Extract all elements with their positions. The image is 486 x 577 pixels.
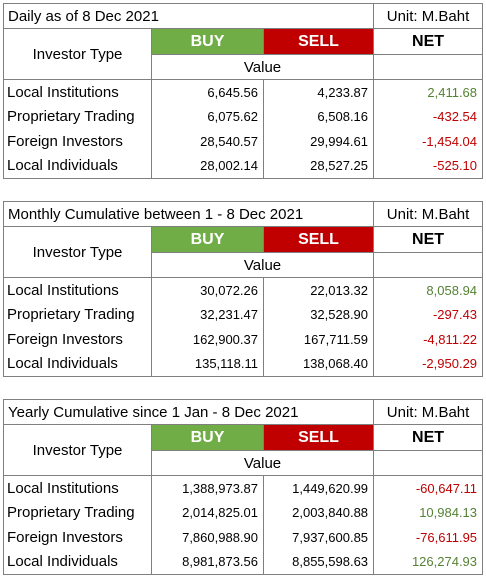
net-value: -60,647.11 xyxy=(373,475,484,501)
summary-table: Daily as of 8 Dec 2021 Unit: M.Baht Invest… xyxy=(2,3,484,179)
table-row: Local Institutions 1,388,973.87 1,449,620.… xyxy=(3,475,484,501)
buy-header: BUY xyxy=(151,424,264,451)
net-value: -76,611.95 xyxy=(373,525,484,550)
net-value: 10,984.13 xyxy=(373,500,484,525)
table-row: Local Institutions 30,072.26 22,013.32 8,05… xyxy=(3,277,484,303)
sell-value: 8,855,598.63 xyxy=(262,549,375,575)
buy-value: 6,075.62 xyxy=(151,104,264,129)
buy-value: 32,231.47 xyxy=(151,302,264,327)
sell-value: 6,508.16 xyxy=(262,104,375,129)
sell-value: 28,527.25 xyxy=(262,153,375,179)
net-header: NET xyxy=(373,226,484,253)
blank-cell xyxy=(373,252,484,278)
summary-table: Monthly Cumulative between 1 - 8 Dec 202… xyxy=(2,201,484,377)
table-row: Proprietary Trading 2,014,825.01 2,003,840… xyxy=(3,500,484,525)
net-header: NET xyxy=(373,28,484,55)
net-value: 2,411.68 xyxy=(373,79,484,105)
buy-value: 28,540.57 xyxy=(151,129,264,154)
buy-value: 1,388,973.87 xyxy=(151,475,264,501)
table-title: Yearly Cumulative since 1 Jan - 8 Dec 20… xyxy=(2,399,375,425)
unit-label: Unit: M.Baht xyxy=(373,3,484,29)
investor-name: Foreign Investors xyxy=(3,327,152,352)
investor-name: Foreign Investors xyxy=(3,525,152,550)
buy-value: 28,002.14 xyxy=(151,153,264,179)
investor-name: Local Institutions xyxy=(3,79,152,105)
unit-label: Unit: M.Baht xyxy=(373,201,484,227)
value-subheader: Value xyxy=(150,54,375,80)
table-row: Foreign Investors 162,900.37 167,711.59 -4,… xyxy=(3,327,484,352)
sell-value: 7,937,600.85 xyxy=(262,525,375,550)
sell-value: 29,994.61 xyxy=(262,129,375,154)
table-title: Daily as of 8 Dec 2021 xyxy=(2,3,375,29)
net-value: -2,950.29 xyxy=(373,351,484,377)
sell-header: SELL xyxy=(262,424,375,451)
investor-type-header: Investor Type xyxy=(3,226,152,278)
table-row: Proprietary Trading 6,075.62 6,508.16 -432.… xyxy=(3,104,484,129)
table-row: Local Institutions 6,645.56 4,233.87 2,411.… xyxy=(3,79,484,105)
sell-value: 2,003,840.88 xyxy=(262,500,375,525)
sell-value: 4,233.87 xyxy=(262,79,375,105)
table-row: Proprietary Trading 32,231.47 32,528.90 -29… xyxy=(3,302,484,327)
net-value: -432.54 xyxy=(373,104,484,129)
buy-header: BUY xyxy=(151,226,264,253)
sell-value: 1,449,620.99 xyxy=(262,475,375,501)
sell-value: 138,068.40 xyxy=(262,351,375,377)
investor-name: Proprietary Trading xyxy=(3,302,152,327)
sell-header: SELL xyxy=(262,226,375,253)
table-row: Foreign Investors 7,860,988.90 7,937,600.8… xyxy=(3,525,484,550)
net-value: -525.10 xyxy=(373,153,484,179)
table-row: Foreign Investors 28,540.57 29,994.61 -1,45… xyxy=(3,129,484,154)
buy-value: 135,118.11 xyxy=(151,351,264,377)
investor-name: Local Institutions xyxy=(3,277,152,303)
net-value: -1,454.04 xyxy=(373,129,484,154)
investor-type-header: Investor Type xyxy=(3,424,152,476)
buy-value: 6,645.56 xyxy=(151,79,264,105)
buy-value: 162,900.37 xyxy=(151,327,264,352)
sell-value: 167,711.59 xyxy=(262,327,375,352)
value-subheader: Value xyxy=(150,450,375,476)
table-row: Local Individuals 135,118.11 138,068.40 -2,… xyxy=(3,351,484,377)
net-value: 126,274.93 xyxy=(373,549,484,575)
buy-value: 30,072.26 xyxy=(151,277,264,303)
investor-name: Local Individuals xyxy=(3,153,152,179)
blank-cell xyxy=(373,54,484,80)
investor-name: Proprietary Trading xyxy=(3,500,152,525)
value-subheader: Value xyxy=(150,252,375,278)
investor-name: Foreign Investors xyxy=(3,129,152,154)
net-value: -297.43 xyxy=(373,302,484,327)
investor-name: Local Individuals xyxy=(3,549,152,575)
table-title: Monthly Cumulative between 1 - 8 Dec 202… xyxy=(2,201,375,227)
table-row: Local Individuals 28,002.14 28,527.25 -525.… xyxy=(3,153,484,179)
sell-value: 22,013.32 xyxy=(262,277,375,303)
table-row: Local Individuals 8,981,873.56 8,855,598.6… xyxy=(3,549,484,575)
buy-value: 2,014,825.01 xyxy=(151,500,264,525)
investor-name: Local Institutions xyxy=(3,475,152,501)
buy-value: 8,981,873.56 xyxy=(151,549,264,575)
sell-value: 32,528.90 xyxy=(262,302,375,327)
net-header: NET xyxy=(373,424,484,451)
unit-label: Unit: M.Baht xyxy=(373,399,484,425)
buy-header: BUY xyxy=(151,28,264,55)
net-value: 8,058.94 xyxy=(373,277,484,303)
net-value: -4,811.22 xyxy=(373,327,484,352)
sell-header: SELL xyxy=(262,28,375,55)
investor-name: Proprietary Trading xyxy=(3,104,152,129)
blank-cell xyxy=(373,450,484,476)
investor-name: Local Individuals xyxy=(3,351,152,377)
investor-type-header: Investor Type xyxy=(3,28,152,80)
summary-table: Yearly Cumulative since 1 Jan - 8 Dec 20… xyxy=(2,399,484,575)
buy-value: 7,860,988.90 xyxy=(151,525,264,550)
